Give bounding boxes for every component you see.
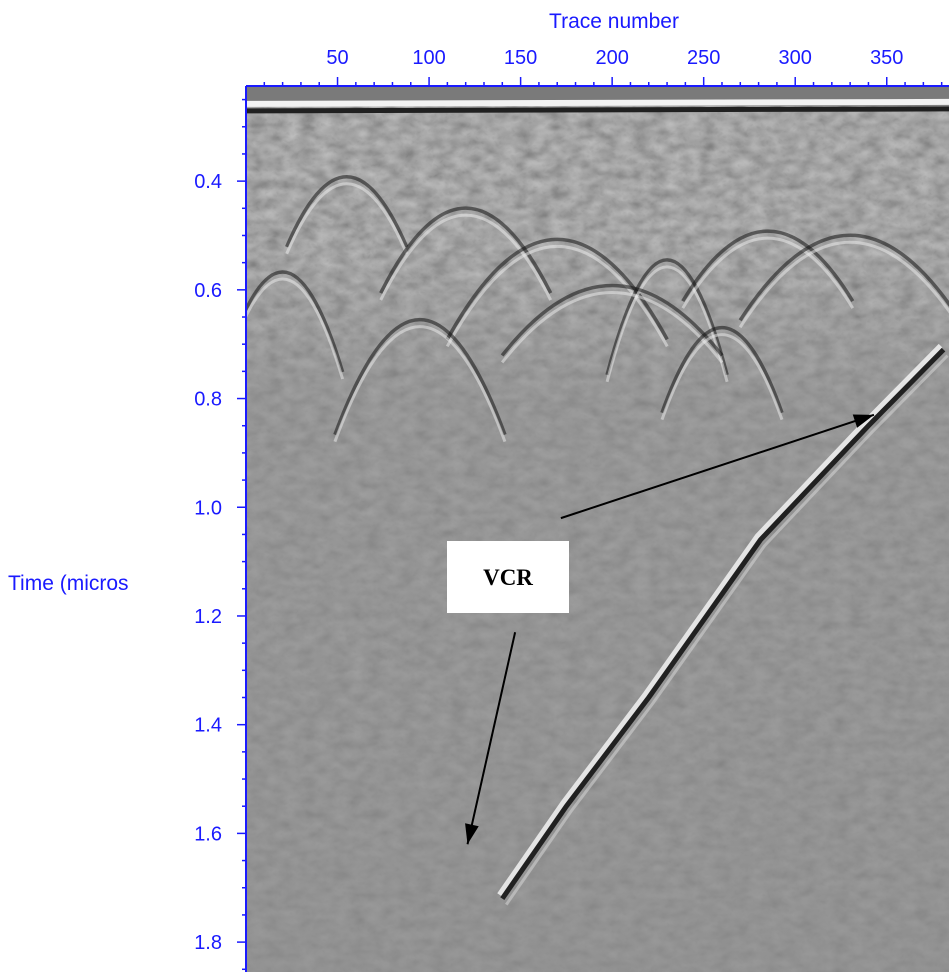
vcr-reflector-dark — [500, 347, 946, 901]
diffraction-hyperbola-light — [660, 333, 784, 421]
diffraction-hyperbola-light — [681, 236, 855, 309]
annotation-arrowhead — [465, 823, 479, 845]
diffraction-hyperbola — [500, 283, 724, 357]
x-tick-label: 200 — [595, 47, 628, 69]
x-tick-label: 150 — [504, 47, 537, 69]
axes: 50 100 150 200 250 300 350 0.4 0.6 0.8 1.0 1.2 1.4 1.… — [194, 47, 949, 972]
diffraction-hyperbola-light — [285, 182, 409, 255]
vcr-label: VCR — [483, 565, 533, 590]
diffraction-hyperbola-light — [333, 325, 507, 443]
annotation-arrow-line — [560, 413, 875, 520]
diffraction-hyperbola-light — [246, 277, 345, 380]
diffraction-hyperbola-light — [445, 244, 669, 348]
diffraction-hyperbola — [605, 258, 729, 376]
y-tick-label: 0.6 — [194, 280, 222, 302]
y-tick-label: 0.4 — [194, 171, 222, 193]
vcr-reflector-light — [497, 343, 943, 897]
y-tick-label: 1.0 — [194, 497, 222, 519]
y-tick-label: 0.8 — [194, 389, 222, 411]
x-tick-label: 250 — [687, 47, 720, 69]
diffraction-hyperbola — [660, 326, 784, 414]
diffraction-hyperbola — [681, 229, 855, 303]
diffraction-hyperbola — [333, 317, 507, 436]
annotation-arrowhead — [852, 414, 874, 428]
depth-attenuation — [246, 86, 949, 972]
diffraction-hyperbola-light — [500, 290, 724, 364]
y-tick-label: 1.2 — [194, 606, 222, 628]
reflection-features — [246, 86, 949, 906]
x-tick-label: 300 — [779, 47, 812, 69]
plot-area — [246, 86, 949, 972]
x-tick-label: 350 — [870, 47, 903, 69]
y-tick-label: 1.4 — [194, 715, 222, 737]
vcr-reflector-tail — [505, 354, 949, 906]
diffraction-hyperbola — [738, 233, 949, 322]
surface-reflection-dark — [246, 106, 949, 114]
vcr-annotation: VCR — [447, 413, 875, 845]
diffraction-hyperbola-light — [379, 213, 553, 301]
y-axis-label: Time (micros — [8, 572, 129, 595]
x-tick-label: 50 — [326, 47, 348, 69]
diffraction-hyperbola — [379, 206, 553, 294]
surface-reflection-light — [246, 98, 949, 107]
diffraction-hyperbola — [246, 270, 345, 373]
diffraction-hyperbola — [285, 175, 409, 248]
vcr-label-box — [447, 541, 569, 613]
x-axis-label: Trace number — [549, 10, 679, 33]
diffraction-hyperbola-light — [738, 240, 949, 329]
x-tick-label: 100 — [412, 47, 445, 69]
y-tick-label: 1.8 — [194, 932, 222, 954]
y-tick-label: 1.6 — [194, 823, 222, 845]
annotation-arrow-line — [466, 632, 517, 845]
